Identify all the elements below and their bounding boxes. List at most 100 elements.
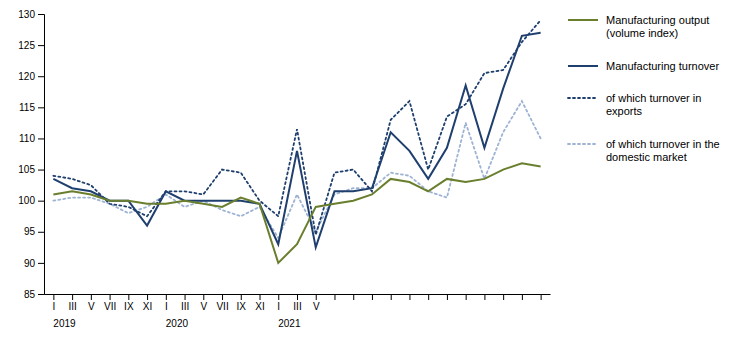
x-tick-mark xyxy=(316,294,317,300)
series-line xyxy=(53,20,540,235)
x-tick xyxy=(353,294,354,300)
x-tick-label: IX xyxy=(124,301,134,312)
x-tick-mark xyxy=(297,294,298,300)
x-tick-mark xyxy=(110,294,111,300)
x-tick-label: XI xyxy=(143,301,152,312)
year-label: 2020 xyxy=(166,318,189,329)
x-tick-label: V xyxy=(88,301,95,312)
lines xyxy=(53,20,540,263)
plot: 859095100105110115120125130IIIIVVIIIXXII… xyxy=(18,9,550,329)
legend-label: of which turnover in thedomestic market xyxy=(606,138,720,163)
x-tick-mark xyxy=(166,294,167,300)
y-tick-label: 90 xyxy=(24,258,36,269)
y-tick: 100 xyxy=(18,195,44,206)
y-tick-label: 120 xyxy=(18,71,35,82)
x-tick-mark xyxy=(541,294,542,300)
y-tick-mark xyxy=(38,232,44,233)
y-tick-label: 85 xyxy=(24,289,36,300)
x-tick: VII xyxy=(216,294,228,312)
chart: 859095100105110115120125130IIIIVVIIIXXII… xyxy=(0,0,750,346)
legend-item: of which turnover in thedomestic market xyxy=(568,138,720,163)
legend-label-line: Manufacturing turnover xyxy=(606,60,719,72)
x-tick: I xyxy=(52,294,55,312)
y-tick: 90 xyxy=(24,258,44,269)
x-tick xyxy=(447,294,448,300)
x-tick xyxy=(372,294,373,300)
x-tick-label: III xyxy=(181,301,189,312)
y-tick-mark xyxy=(38,263,44,264)
legend-label-line: of which turnover in the xyxy=(606,138,720,150)
y-tick-mark xyxy=(38,76,44,77)
y-tick-mark xyxy=(38,294,44,295)
x-tick xyxy=(428,294,429,300)
y-tick: 85 xyxy=(24,289,44,300)
legend-label-line: Manufacturing output xyxy=(606,14,709,26)
x-tick: V xyxy=(88,294,95,312)
x-tick: I xyxy=(277,294,280,312)
legend-label-line: exports xyxy=(606,105,643,117)
x-tick-mark xyxy=(428,294,429,300)
x-tick-mark xyxy=(503,294,504,300)
y-tick-label: 125 xyxy=(18,40,35,51)
legend-item: Manufacturing turnover xyxy=(568,60,719,72)
x-tick-mark xyxy=(222,294,223,300)
x-tick-label: III xyxy=(68,301,76,312)
x-tick-mark xyxy=(128,294,129,300)
x-tick-mark xyxy=(522,294,523,300)
x-tick: I xyxy=(165,294,168,312)
x-tick-label: III xyxy=(293,301,301,312)
x-tick-mark xyxy=(241,294,242,300)
x-tick xyxy=(522,294,523,300)
x-tick-mark xyxy=(353,294,354,300)
x-tick xyxy=(484,294,485,300)
y-axis: 85 90 95 100 105 110 115 120 125 130 xyxy=(18,9,44,300)
x-tick-mark xyxy=(334,294,335,300)
x-tick: III xyxy=(181,294,189,312)
legend-label: Manufacturing turnover xyxy=(606,60,719,72)
x-tick-mark xyxy=(185,294,186,300)
y-tick-label: 95 xyxy=(24,226,36,237)
x-tick-mark xyxy=(72,294,73,300)
x-tick-label: XI xyxy=(255,301,264,312)
x-tick-label: I xyxy=(165,301,168,312)
y-tick-mark xyxy=(38,201,44,202)
y-tick: 105 xyxy=(18,164,44,175)
legend: Manufacturing output(volume index)Manufa… xyxy=(568,14,720,163)
y-tick-label: 110 xyxy=(19,133,35,144)
x-tick: VII xyxy=(104,294,116,312)
x-tick xyxy=(334,294,335,300)
x-tick: XI xyxy=(255,294,264,312)
y-tick: 110 xyxy=(19,133,44,144)
y-tick-mark xyxy=(38,107,44,108)
x-tick-mark xyxy=(91,294,92,300)
legend-label-line: (volume index) xyxy=(606,27,678,39)
x-tick xyxy=(391,294,392,300)
x-tick-label: I xyxy=(52,301,55,312)
x-tick: III xyxy=(293,294,301,312)
legend-item: of which turnover inexports xyxy=(568,92,701,117)
x-tick-mark xyxy=(278,294,279,300)
x-tick-label: VII xyxy=(104,301,116,312)
x-tick-mark xyxy=(53,294,54,300)
x-tick-mark xyxy=(372,294,373,300)
y-tick: 120 xyxy=(18,71,44,82)
legend-item: Manufacturing output(volume index) xyxy=(568,14,709,39)
y-tick: 115 xyxy=(19,102,44,113)
legend-label: Manufacturing output(volume index) xyxy=(606,14,709,39)
year-label: 2021 xyxy=(278,318,301,329)
x-tick: XI xyxy=(143,294,152,312)
y-tick-label: 115 xyxy=(19,102,35,113)
x-tick-mark xyxy=(409,294,410,300)
x-tick-label: VII xyxy=(216,301,228,312)
y-axis-line xyxy=(38,15,45,295)
x-tick-label: V xyxy=(313,301,320,312)
x-axis: IIIIVVIIIXXIIIIIVVIIIXXIIIIIV xyxy=(45,294,551,312)
series-line xyxy=(53,101,540,238)
x-tick-mark xyxy=(203,294,204,300)
x-tick-mark xyxy=(466,294,467,300)
y-tick: 95 xyxy=(24,226,44,237)
y-tick: 130 xyxy=(18,9,44,20)
x-tick xyxy=(541,294,542,300)
x-tick xyxy=(409,294,410,300)
x-tick: IX xyxy=(237,294,247,312)
